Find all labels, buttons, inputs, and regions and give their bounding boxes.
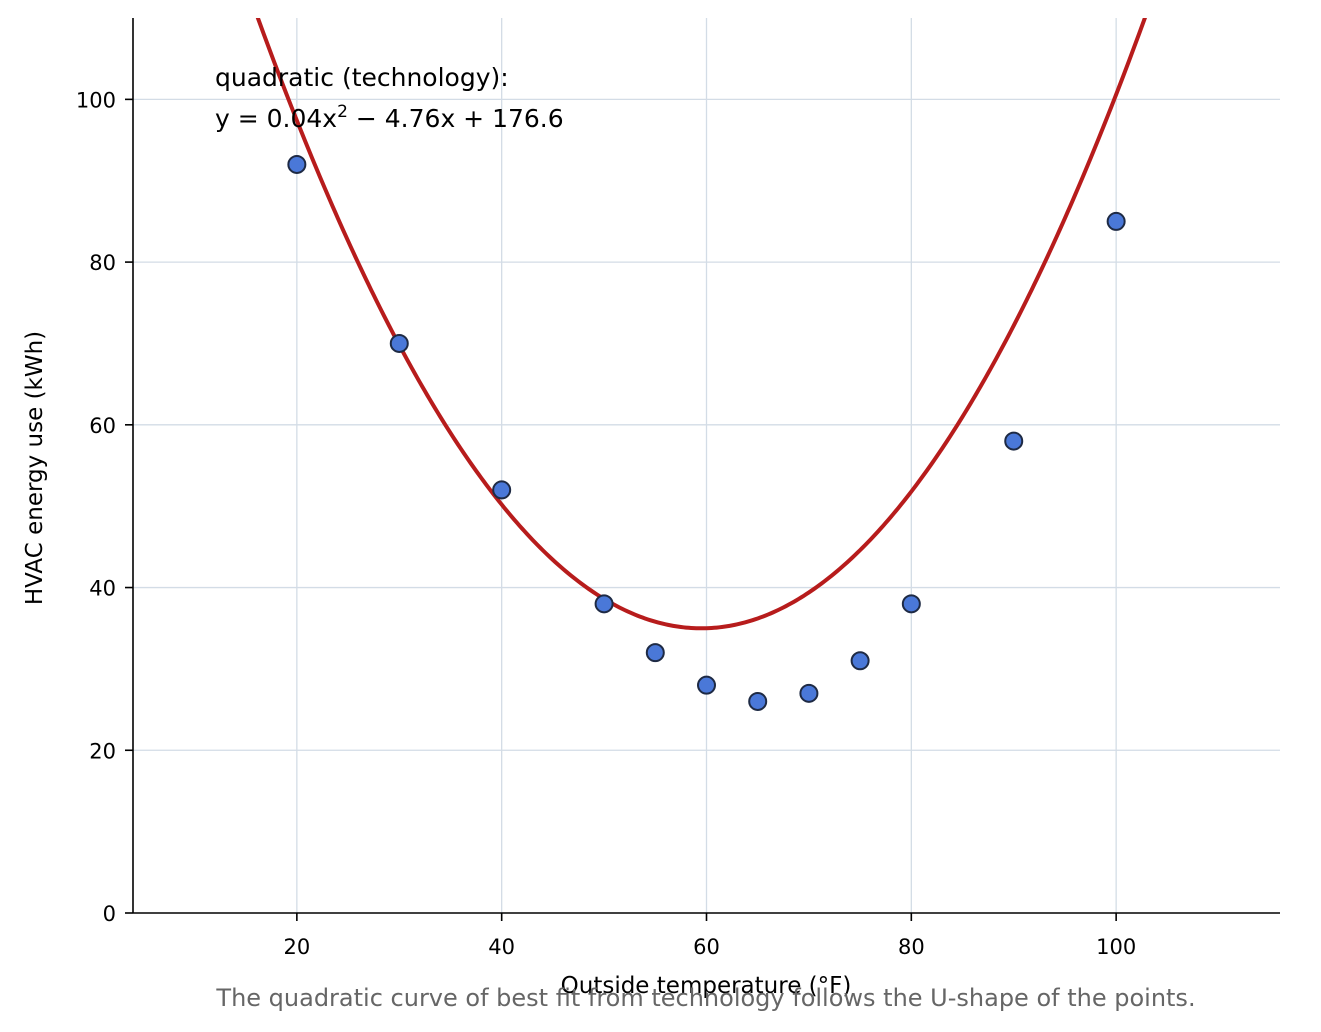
y-tick-label: 60: [89, 414, 116, 438]
axes: 20 40 60 80 100 0 20 40 60 80 100: [76, 18, 1280, 959]
x-tick-label: 80: [898, 935, 925, 959]
y-tick-label: 100: [76, 88, 116, 112]
data-point: [1106, 211, 1126, 231]
data-point: [799, 683, 819, 703]
fit-curve: [255, 18, 1147, 631]
data-point: [594, 594, 614, 614]
x-tick-label: 40: [488, 935, 515, 959]
annotation-line-1: quadratic (technology):: [215, 63, 509, 92]
y-tick-label: 40: [89, 577, 116, 601]
data-point: [901, 594, 921, 614]
data-point: [1004, 431, 1024, 451]
data-point: [492, 480, 512, 500]
y-axis-label: HVAC energy use (kWh): [22, 331, 48, 605]
x-axis-label: Outside temperature (°F): [561, 973, 852, 999]
x-tick-label: 100: [1096, 935, 1136, 959]
y-tick-label: 20: [89, 739, 116, 763]
x-tick-label: 20: [283, 935, 310, 959]
y-tick-label: 0: [103, 902, 116, 926]
grid: [133, 18, 1280, 913]
data-point: [748, 691, 768, 711]
fit-annotation: quadratic (technology): y = 0.04x2 − 4.7…: [215, 63, 564, 133]
data-point: [645, 643, 665, 663]
data-point: [287, 154, 307, 174]
fit-curve-layer: [255, 18, 1147, 631]
x-tick-label: 60: [693, 935, 720, 959]
data-point: [389, 333, 409, 353]
data-point: [850, 651, 870, 671]
y-tick-label: 80: [89, 251, 116, 275]
annotation-line-2: y = 0.04x2 − 4.76x + 176.6: [215, 102, 564, 133]
points-layer: [287, 154, 1126, 711]
chart-caption: The quadratic curve of best fit from tec…: [215, 984, 1195, 1012]
data-point: [697, 675, 716, 695]
